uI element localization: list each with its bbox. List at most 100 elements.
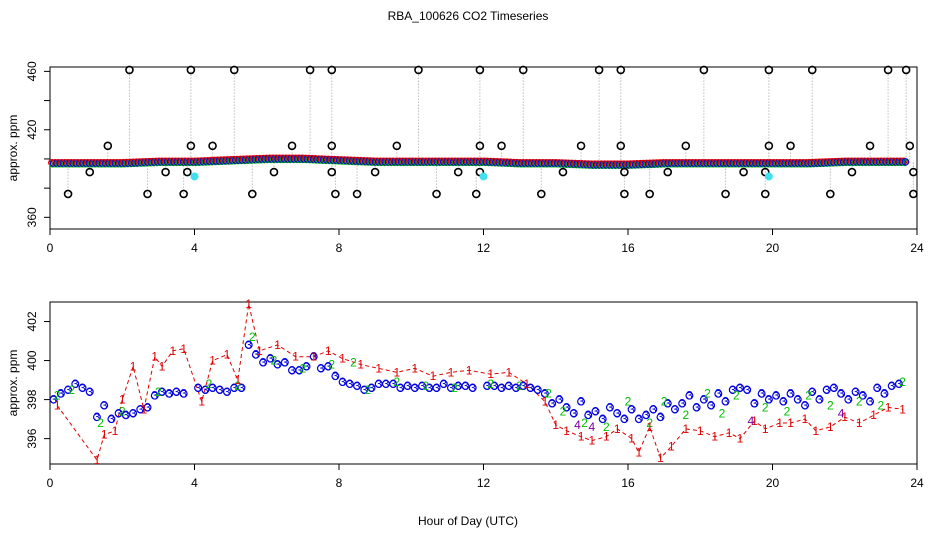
series-3-symbol: 3 bbox=[570, 406, 577, 420]
series-1-symbol: 1 bbox=[813, 424, 820, 438]
series-1-symbol: 1 bbox=[682, 422, 689, 436]
series-3-circle bbox=[490, 381, 499, 390]
series-3-circle bbox=[389, 379, 398, 388]
series-3-circle bbox=[613, 409, 622, 418]
y-tick-label: 400 bbox=[25, 350, 39, 370]
series-1-symbol: 1 bbox=[635, 445, 642, 459]
series-3-circle bbox=[259, 358, 268, 367]
series-3-circle bbox=[360, 385, 369, 394]
series-3-circle bbox=[533, 385, 542, 394]
series-3-circle bbox=[49, 395, 58, 404]
series-1-symbol: 1 bbox=[310, 350, 317, 364]
series-3-symbol: 3 bbox=[549, 396, 556, 410]
outlier-point bbox=[699, 65, 709, 75]
series-3-circle bbox=[237, 383, 246, 392]
series-1-symbol: 1 bbox=[603, 430, 610, 444]
outlier-point bbox=[681, 141, 691, 151]
outlier-point bbox=[327, 141, 337, 151]
series-3-symbol: 3 bbox=[542, 387, 549, 401]
series-1-symbol: 1 bbox=[802, 412, 809, 426]
series-3-symbol: 3 bbox=[881, 387, 888, 401]
outlier-point bbox=[432, 189, 441, 199]
y-tick-label: 360 bbox=[25, 207, 39, 227]
x-tick-label: 24 bbox=[910, 476, 924, 490]
series-3-symbol: 3 bbox=[137, 402, 144, 416]
series-1-symbol: 1 bbox=[870, 408, 877, 422]
series-3-symbol: 3 bbox=[715, 387, 722, 401]
outlier-point bbox=[594, 65, 604, 75]
outlier-point bbox=[620, 189, 629, 199]
series-3-symbol: 3 bbox=[766, 393, 773, 407]
series-3-symbol: 3 bbox=[614, 406, 621, 420]
series-2-symbol: 2 bbox=[719, 406, 726, 420]
series-3-symbol: 3 bbox=[505, 379, 512, 393]
series-3-symbol: 3 bbox=[679, 396, 686, 410]
series-4-symbol: 4 bbox=[574, 418, 581, 432]
series-3-symbol: 3 bbox=[94, 410, 101, 424]
series-3-circle bbox=[699, 395, 708, 404]
series-3-symbol: 3 bbox=[838, 387, 845, 401]
series-1-symbol: 1 bbox=[657, 451, 664, 465]
series-2-symbol: 2 bbox=[155, 385, 162, 399]
outlier-point bbox=[536, 189, 546, 199]
series-3-symbol: 3 bbox=[332, 369, 339, 383]
series-3-circle bbox=[894, 379, 903, 388]
series-3-symbol: 3 bbox=[693, 400, 700, 414]
outlier-point bbox=[616, 141, 626, 151]
series-3-symbol: 3 bbox=[701, 393, 708, 407]
series-3-circle bbox=[396, 383, 405, 392]
series-3-circle bbox=[345, 379, 354, 388]
series-3-symbol: 3 bbox=[144, 400, 151, 414]
series-3-circle bbox=[92, 413, 101, 422]
series-3-circle bbox=[866, 397, 875, 406]
outlier-point bbox=[760, 189, 770, 199]
series-3-circle bbox=[136, 405, 145, 414]
outlier-point bbox=[414, 65, 423, 75]
outlier-point bbox=[620, 167, 629, 177]
series-3-symbol: 3 bbox=[296, 363, 303, 377]
series-3-symbol: 3 bbox=[831, 381, 838, 395]
series-3-symbol: 3 bbox=[224, 385, 231, 399]
series-1-symbol: 1 bbox=[646, 420, 653, 434]
series-3-circle bbox=[461, 381, 470, 390]
series-3-circle bbox=[497, 383, 506, 392]
series-3-symbol: 3 bbox=[108, 412, 115, 426]
series-1-symbol: 1 bbox=[711, 430, 718, 444]
outlier-point bbox=[909, 167, 918, 177]
series-3-symbol: 3 bbox=[231, 381, 238, 395]
series-2-symbol: 2 bbox=[422, 379, 429, 393]
outlier-point bbox=[497, 141, 506, 151]
outlier-point bbox=[901, 65, 911, 75]
series-3-circle bbox=[266, 354, 275, 363]
series-3-circle bbox=[743, 385, 752, 394]
series-3-circle bbox=[577, 397, 586, 406]
series-3-symbol: 3 bbox=[816, 393, 823, 407]
series-1-symbol: 1 bbox=[589, 434, 596, 448]
series-1-symbol: 1 bbox=[151, 350, 158, 364]
outlier-point bbox=[847, 167, 857, 177]
series-1-symbol: 1 bbox=[412, 361, 419, 375]
series-1-symbol: 1 bbox=[505, 365, 512, 379]
series-3-circle bbox=[555, 395, 564, 404]
x-tick-label: 0 bbox=[47, 476, 54, 490]
series-3-symbol: 3 bbox=[375, 377, 382, 391]
series-3-circle bbox=[165, 389, 174, 398]
series-3-circle bbox=[873, 383, 882, 392]
series-3-symbol: 3 bbox=[346, 377, 353, 391]
outlier-point bbox=[905, 141, 915, 151]
series-4-symbol: 4 bbox=[589, 420, 596, 434]
series-1-symbol: 1 bbox=[274, 338, 281, 352]
series-3-circle bbox=[837, 389, 846, 398]
series-3-symbol: 3 bbox=[794, 393, 801, 407]
series-2-symbol: 2 bbox=[516, 379, 523, 393]
series-3-symbol: 3 bbox=[462, 379, 469, 393]
series-3-symbol: 3 bbox=[159, 385, 166, 399]
x-tick-label: 0 bbox=[47, 241, 54, 255]
series-1-symbol: 1 bbox=[628, 432, 635, 446]
series-1-symbol: 1 bbox=[94, 453, 101, 467]
series-3-circle bbox=[85, 387, 94, 396]
series-3-symbol: 3 bbox=[520, 379, 527, 393]
series-3-symbol: 3 bbox=[448, 381, 455, 395]
chart-title: RBA_100626 CO2 Timeseries bbox=[387, 9, 549, 23]
